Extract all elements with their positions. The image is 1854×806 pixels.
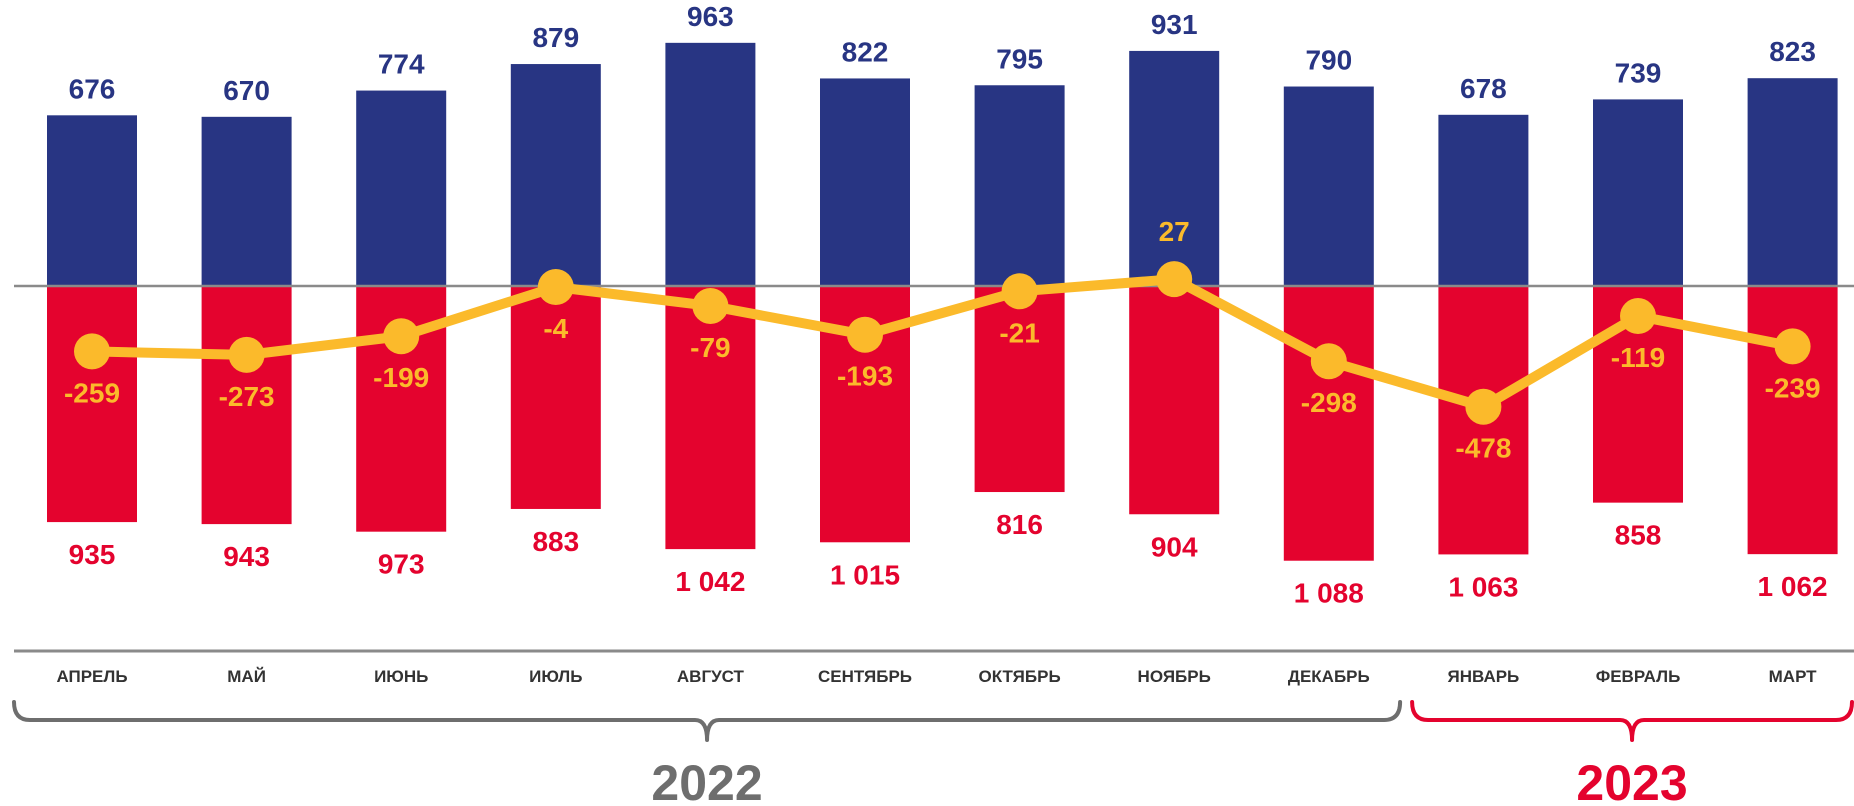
bar-negative — [1283, 286, 1374, 561]
category-tick-label: АВГУСТ — [677, 667, 745, 686]
category-tick-label: АПРЕЛЬ — [56, 667, 127, 686]
bar-negative — [510, 286, 601, 509]
category-tick-label: ИЮЛЬ — [529, 667, 582, 686]
bar-negative — [665, 286, 756, 550]
bar-positive — [820, 78, 910, 286]
bar-negative-value-label: 816 — [996, 509, 1043, 540]
balance-point — [847, 316, 883, 353]
bar-positive-value-label: 823 — [1769, 36, 1816, 67]
balance-point — [692, 287, 729, 324]
category-tick-label: ЯНВАРЬ — [1448, 667, 1520, 686]
bar-positive-value-label: 790 — [1305, 45, 1352, 76]
bar-negative — [1747, 286, 1838, 555]
balance-value-label: -79 — [690, 332, 730, 363]
bar-positive-value-label: 739 — [1615, 57, 1662, 88]
bar-negative-value-label: 935 — [69, 539, 116, 570]
balance-value-label: -259 — [64, 377, 120, 408]
category-tick-label: МАЙ — [227, 667, 266, 686]
bar-positive — [665, 42, 756, 286]
balance-point — [1310, 343, 1347, 380]
balance-point — [1620, 298, 1656, 335]
bar-positive-value-label: 795 — [996, 43, 1043, 74]
year-group-label: 2023 — [1576, 755, 1687, 806]
bar-positive — [1438, 114, 1529, 287]
bar-negative — [1129, 286, 1220, 515]
balance-point — [1001, 273, 1038, 310]
bar-negative — [974, 286, 1065, 493]
balance-value-label: -298 — [1301, 387, 1357, 418]
bar-positive — [974, 85, 1065, 286]
bar-negative-value-label: 1 062 — [1758, 571, 1828, 602]
balance-point — [537, 269, 574, 306]
bar-positive-value-label: 678 — [1460, 73, 1507, 104]
bar-positive — [356, 90, 447, 286]
year-group-label: 2022 — [651, 755, 762, 806]
bar-negative — [47, 286, 137, 523]
bar-negative — [201, 286, 292, 525]
balance-line — [87, 274, 1798, 412]
balance-value-label: -4 — [543, 313, 568, 344]
bar-positive-value-label: 676 — [69, 73, 116, 104]
balance-point — [1156, 261, 1193, 298]
bar-negative-value-label: 1 015 — [830, 559, 900, 590]
category-tick-label: ОКТЯБРЬ — [979, 667, 1061, 686]
category-tick-label: МАРТ — [1769, 667, 1818, 686]
balance-value-label: -199 — [373, 362, 429, 393]
balance-value-label: -478 — [1455, 433, 1511, 464]
balance-value-label: -21 — [999, 317, 1039, 348]
category-tick-label: НОЯБРЬ — [1138, 667, 1211, 686]
bar-negative-value-label: 1 088 — [1294, 578, 1364, 609]
bar-negative-value-label: 943 — [223, 541, 270, 572]
category-tick-label: СЕНТЯБРЬ — [818, 667, 912, 686]
balance-value-label: -119 — [1611, 342, 1666, 373]
balance-value-label: -193 — [837, 361, 893, 392]
bar-positive-value-label: 774 — [378, 49, 425, 80]
bar-negative-value-label: 858 — [1615, 520, 1662, 551]
bar-negative-value-label: 1 063 — [1448, 571, 1518, 602]
balance-value-label: -239 — [1765, 372, 1821, 403]
category-tick-label: ДЕКАБРЬ — [1288, 667, 1370, 686]
bar-positive — [47, 115, 137, 286]
category-tick-label: ФЕВРАЛЬ — [1596, 667, 1681, 686]
bar-negative-value-label: 904 — [1151, 531, 1198, 562]
year-group-brace — [12, 700, 1403, 742]
bar-positive-value-label: 670 — [223, 75, 270, 106]
balance-value-label: 27 — [1159, 216, 1190, 247]
bar-positive-value-label: 931 — [1151, 9, 1198, 40]
balance-line-layer — [74, 261, 1811, 425]
bar-positive — [201, 116, 292, 286]
category-labels-layer: АПРЕЛЬ МАЙ ИЮНЬ ИЮЛЬ АВГУСТ СЕНТЯБРЬ ОКТЯБРЬ НО… — [56, 667, 1817, 686]
bar-negative-value-label: 883 — [532, 526, 579, 557]
year-groups-layer: 2022 2023 — [12, 700, 1854, 806]
bar-positive-value-label: 822 — [842, 36, 889, 67]
bar-positive — [1593, 99, 1683, 286]
bar-positive — [1283, 86, 1374, 287]
year-group-brace — [1410, 700, 1854, 742]
category-tick-label: ИЮНЬ — [374, 667, 428, 686]
balance-point — [383, 318, 420, 355]
balance-point — [1465, 388, 1502, 425]
balance-point — [228, 336, 265, 373]
bar-positive — [1129, 50, 1220, 286]
bar-positive-value-label: 963 — [687, 1, 734, 32]
bar-positive-value-label: 879 — [532, 22, 579, 53]
balance-point — [74, 333, 110, 370]
balance-point — [1774, 328, 1811, 365]
bars-layer — [47, 42, 1838, 561]
bar-negative-value-label: 1 042 — [675, 566, 745, 597]
bar-positive — [510, 64, 601, 287]
balance-value-label: -273 — [219, 381, 275, 412]
bar-negative-value-label: 973 — [378, 549, 425, 580]
value-labels-layer: 676 935 -259 670 943 -273 774 973 -199 879 883 -4 96… — [64, 1, 1828, 609]
bar-positive — [1747, 78, 1838, 286]
